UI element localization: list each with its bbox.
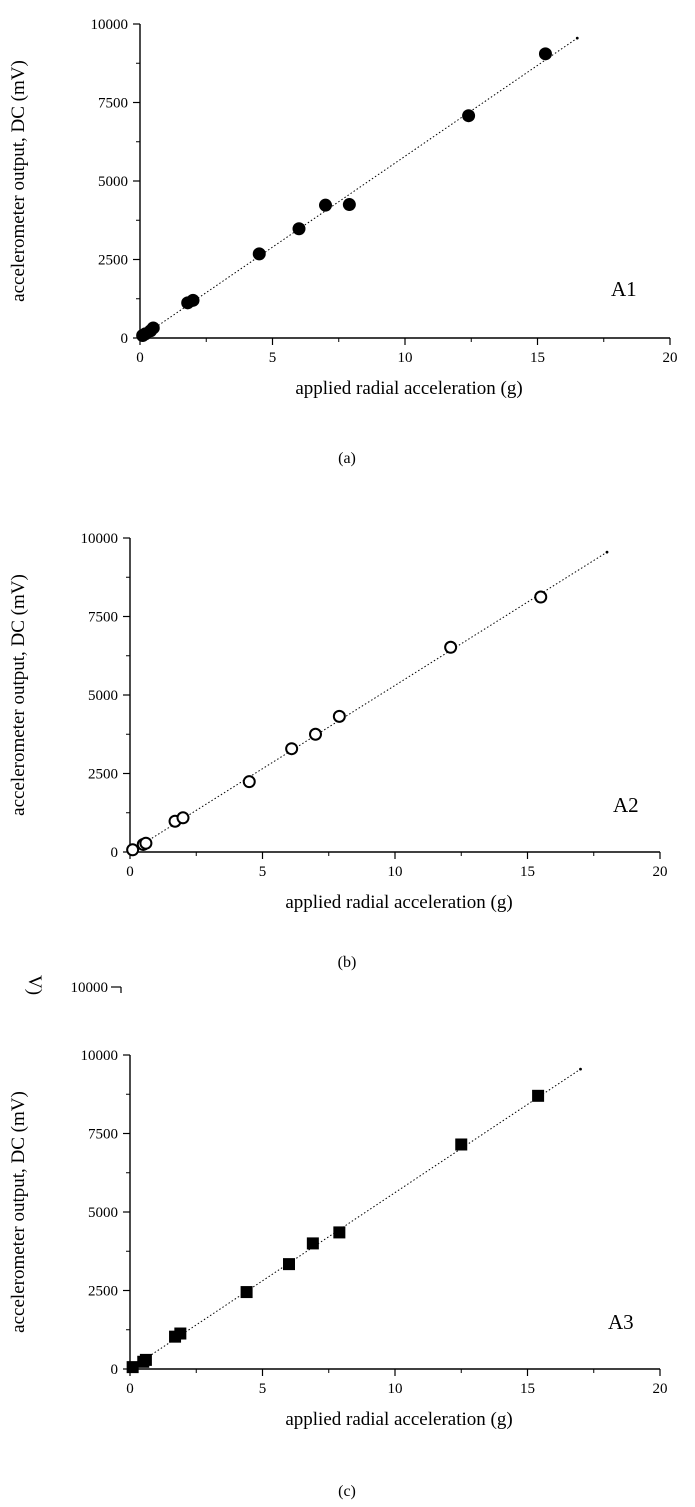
data-point (283, 1258, 295, 1271)
panel-caption: (a) (338, 450, 356, 467)
data-point (532, 1089, 545, 1102)
x-axis-title: applied radial acceleration (g) (285, 892, 512, 913)
fit-line (129, 551, 608, 853)
x-tick-label: 15 (520, 1381, 535, 1397)
y-tick-label: 7500 (98, 96, 128, 112)
x-axis-title: applied radial acceleration (g) (285, 1409, 512, 1430)
x-tick-label: 10 (388, 864, 403, 880)
data-point (292, 222, 306, 236)
y-tick-label: 5000 (98, 174, 128, 190)
panel-tag: A2 (613, 793, 639, 817)
data-point (139, 836, 153, 850)
data-point (444, 640, 458, 654)
y-tick-label: 10000 (81, 531, 119, 547)
data-point (534, 590, 548, 604)
data-point (342, 198, 356, 212)
bleed-tick-fragment: 10000 (71, 980, 109, 996)
y-axis-title: accelerometer output, DC (mV) (8, 1091, 29, 1333)
x-tick-label: 20 (653, 1381, 668, 1397)
data-point (146, 321, 160, 335)
y-axis-title: accelerometer output, DC (mV) (8, 60, 29, 302)
chart-panel-b: 0 5 10 15 20 0 2500 5000 7500 10000 applied radial… (8, 531, 668, 971)
x-tick-label: 10 (398, 350, 413, 366)
data-point (139, 1353, 152, 1366)
data-point (242, 775, 256, 789)
fit-line-end-dot (575, 36, 579, 40)
fit-line (129, 1068, 581, 1370)
data-point (252, 247, 266, 261)
bleed-ylabel-fragment: V) (24, 975, 45, 995)
panel-caption: (c) (338, 1483, 356, 1500)
y-tick-label: 0 (111, 1362, 119, 1378)
data-point (126, 1361, 139, 1374)
x-tick-label: 15 (530, 350, 545, 366)
y-axis-title: accelerometer output, DC (mV) (8, 574, 29, 816)
x-tick-label: 15 (520, 864, 535, 880)
data-point (186, 293, 200, 307)
x-tick-label: 0 (126, 1381, 134, 1397)
data-point (455, 1138, 468, 1151)
y-tick-label: 5000 (88, 688, 118, 704)
data-point (285, 742, 299, 756)
data-point (462, 109, 476, 123)
y-tick-label: 0 (111, 845, 119, 861)
y-tick-label: 5000 (88, 1205, 118, 1221)
fit-line-end-dot (579, 1067, 582, 1071)
data-point (240, 1286, 253, 1299)
panel-caption: (b) (338, 954, 357, 971)
x-tick-label: 0 (136, 350, 144, 366)
fit-line-end-dot (605, 550, 609, 554)
data-point (309, 727, 322, 741)
x-tick-label: 5 (259, 864, 267, 880)
y-tick-label: 0 (121, 331, 129, 347)
y-tick-label: 2500 (98, 253, 128, 269)
x-tick-label: 5 (269, 350, 277, 366)
y-tick-label: 7500 (88, 610, 118, 626)
fit-line (139, 37, 578, 339)
data-point (332, 709, 346, 723)
data-point (306, 1237, 319, 1250)
y-tick-label: 7500 (88, 1127, 118, 1143)
x-tick-label: 20 (653, 864, 668, 880)
x-tick-label: 10 (388, 1381, 403, 1397)
y-tick-label: 2500 (88, 767, 118, 783)
y-tick-label: 10000 (91, 17, 129, 33)
data-point (319, 198, 332, 212)
data-point (176, 811, 190, 825)
data-point (538, 47, 552, 61)
data-point (126, 843, 140, 857)
x-tick-label: 0 (126, 864, 134, 880)
x-tick-label: 20 (663, 350, 678, 366)
chart-panel-a: 0 5 10 15 20 0 2500 5000 7500 10000 applied radial… (8, 17, 678, 467)
x-axis-title: applied radial acceleration (g) (295, 378, 522, 399)
y-tick-label: 2500 (88, 1284, 118, 1300)
panel-tag: A1 (611, 277, 637, 301)
x-tick-label: 5 (259, 1381, 267, 1397)
data-point (174, 1327, 187, 1340)
chart-panel-c: 0 5 10 15 20 0 2500 5000 7500 10000 applied radial… (8, 1048, 668, 1500)
data-point (333, 1226, 346, 1239)
panel-tag: A3 (608, 1310, 634, 1334)
y-tick-label: 10000 (81, 1048, 119, 1064)
